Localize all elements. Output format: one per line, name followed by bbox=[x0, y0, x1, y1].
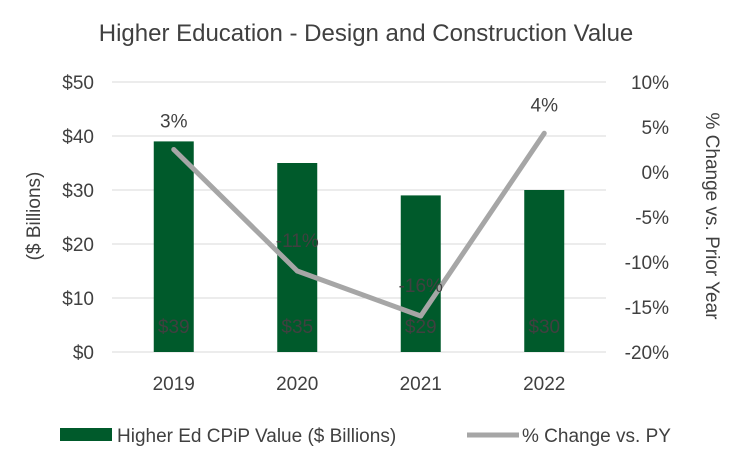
x-tick-label: 2021 bbox=[400, 374, 442, 395]
y-right-axis-title: % Change vs. Prior Year bbox=[701, 112, 722, 320]
left-tick-label: $10 bbox=[62, 289, 94, 310]
legend-line-label: % Change vs. PY bbox=[522, 426, 671, 447]
left-tick-label: $30 bbox=[62, 181, 94, 202]
line-point bbox=[171, 147, 177, 152]
bar-value-label: $35 bbox=[281, 317, 313, 338]
line-point bbox=[418, 313, 424, 319]
bar-series: $39 $35 $29 $30 bbox=[153, 141, 565, 352]
right-axis-ticks: -20% -15% -10% -5% 0% 5% 10% bbox=[625, 73, 669, 364]
legend-bar-label: Higher Ed CPiP Value ($ Billions) bbox=[117, 426, 396, 447]
chart-title: Higher Education - Design and Constructi… bbox=[99, 20, 634, 47]
left-tick-label: $40 bbox=[62, 127, 94, 148]
right-tick-label: 0% bbox=[642, 163, 670, 184]
left-axis-ticks: $0 $10 $20 $30 $40 $50 bbox=[62, 73, 94, 364]
line-path bbox=[171, 131, 547, 319]
bar-value-label: $39 bbox=[158, 317, 190, 338]
bar bbox=[153, 141, 194, 352]
right-tick-label: -20% bbox=[625, 343, 669, 364]
left-tick-label: $50 bbox=[62, 73, 94, 94]
bar bbox=[524, 190, 565, 352]
right-tick-label: -15% bbox=[625, 298, 669, 319]
x-axis-ticks: 2019 2020 2021 2022 bbox=[153, 374, 566, 395]
right-tick-label: -5% bbox=[635, 208, 669, 229]
line-point bbox=[294, 268, 300, 274]
left-tick-label: $0 bbox=[73, 343, 94, 364]
legend: Higher Ed CPiP Value ($ Billions) % Chan… bbox=[60, 426, 671, 447]
bar-value-label: $30 bbox=[528, 317, 560, 338]
gridlines bbox=[112, 81, 606, 353]
left-tick-label: $20 bbox=[62, 235, 94, 256]
right-tick-label: -10% bbox=[625, 253, 669, 274]
right-tick-label: 10% bbox=[631, 73, 669, 94]
line-point bbox=[541, 130, 547, 136]
x-tick-label: 2022 bbox=[523, 374, 565, 395]
line-series: 3% -11% -16% 4% bbox=[160, 95, 559, 319]
legend-bar-swatch bbox=[60, 428, 112, 441]
line-value-label: 3% bbox=[160, 112, 188, 133]
x-tick-label: 2019 bbox=[153, 374, 195, 395]
right-tick-label: 5% bbox=[642, 118, 670, 139]
bar bbox=[400, 195, 441, 352]
line-value-label: -11% bbox=[276, 231, 319, 252]
x-tick-label: 2020 bbox=[276, 374, 318, 395]
line-value-label: 4% bbox=[531, 95, 559, 116]
y-left-axis-title: ($ Billions) bbox=[24, 172, 45, 261]
bar-value-label: $29 bbox=[405, 317, 437, 338]
line-value-label: -16% bbox=[399, 276, 443, 297]
